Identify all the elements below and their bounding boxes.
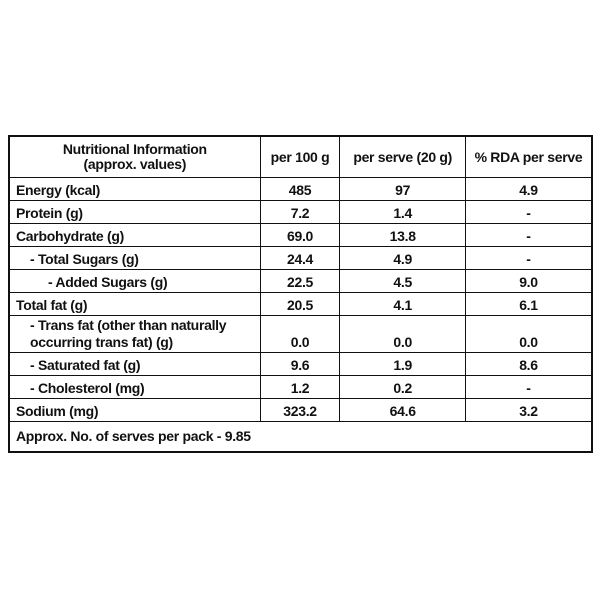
row-label-cell: Carbohydrate (g)	[8, 223, 261, 247]
value-cell: 4.9	[464, 177, 593, 201]
row-label: - Total Sugars (g)	[30, 251, 139, 267]
footer-note: Approx. No. of serves per pack - 9.85	[8, 421, 593, 453]
table-row: Energy (kcal) 485 97 4.9	[8, 177, 593, 201]
value-cell: 97	[339, 177, 466, 201]
value-cell: 0.2	[339, 375, 466, 399]
value-cell: 0.0	[339, 315, 466, 353]
table-row: Total fat (g) 20.5 4.1 6.1	[8, 292, 593, 316]
row-label-cell: - Total Sugars (g)	[8, 246, 261, 270]
value-cell: 0.0	[259, 315, 341, 353]
value-cell: -	[464, 223, 593, 247]
value-cell: 4.5	[339, 269, 466, 293]
value-cell: 1.9	[339, 352, 466, 376]
value-cell: 6.1	[464, 292, 593, 316]
value-cell: 9.6	[259, 352, 341, 376]
value-cell: 0.0	[464, 315, 593, 353]
value-cell: 7.2	[259, 200, 341, 224]
table-row: - Added Sugars (g) 22.5 4.5 9.0	[8, 269, 593, 293]
header-line: (approx. values)	[83, 156, 187, 172]
value-cell: 4.9	[339, 246, 466, 270]
value-cell: 1.4	[339, 200, 466, 224]
value-cell: 3.2	[464, 398, 593, 422]
value-cell: 1.2	[259, 375, 341, 399]
value-cell: 9.0	[464, 269, 593, 293]
row-label: - Cholesterol (mg)	[30, 380, 145, 396]
row-label: - Saturated fat (g)	[30, 357, 141, 373]
table-row: - Saturated fat (g) 9.6 1.9 8.6	[8, 352, 593, 376]
row-label-cell: Energy (kcal)	[8, 177, 261, 201]
value-cell: 69.0	[259, 223, 341, 247]
value-cell: 22.5	[259, 269, 341, 293]
table-head: Nutritional Information (approx. values)…	[8, 135, 593, 178]
table-row: - Trans fat (other than naturally occurr…	[8, 315, 593, 353]
value-cell: 4.1	[339, 292, 466, 316]
header-cell: % RDA per serve	[464, 135, 593, 178]
value-cell: 323.2	[259, 398, 341, 422]
table-row: - Total Sugars (g) 24.4 4.9-	[8, 246, 593, 270]
value-cell: -	[464, 200, 593, 224]
value-cell: 13.8	[339, 223, 466, 247]
row-label-cell: - Trans fat (other than naturally occurr…	[8, 315, 261, 353]
value-cell: -	[464, 246, 593, 270]
row-label: - Added Sugars (g)	[48, 274, 168, 290]
row-label-cell: - Saturated fat (g)	[8, 352, 261, 376]
table-body: Energy (kcal) 485 97 4.9 Protein (g) 7.2 1.4- C…	[8, 177, 593, 453]
footer-row: Approx. No. of serves per pack - 9.85	[8, 421, 593, 453]
table-row: Carbohydrate (g) 69.0 13.8-	[8, 223, 593, 247]
value-cell: 485	[259, 177, 341, 201]
header-cell: Nutritional Information (approx. values)	[8, 135, 261, 178]
row-label-cell: Sodium (mg)	[8, 398, 261, 422]
row-label: Energy (kcal)	[16, 182, 101, 198]
header-cell: per 100 g	[259, 135, 341, 178]
table-row: - Cholesterol (mg) 1.2 0.2-	[8, 375, 593, 399]
row-label-cell: - Cholesterol (mg)	[8, 375, 261, 399]
header-line: Nutritional Information	[62, 141, 207, 157]
value-cell: 8.6	[464, 352, 593, 376]
header-row: Nutritional Information (approx. values)…	[8, 135, 593, 178]
row-label: Sodium (mg)	[16, 403, 99, 419]
row-label: Total fat (g)	[16, 297, 88, 313]
row-label: Protein (g)	[16, 205, 83, 221]
value-cell: 20.5	[259, 292, 341, 316]
table-row: Sodium (mg) 323.2 64.6 3.2	[8, 398, 593, 422]
row-label: Carbohydrate (g)	[16, 228, 124, 244]
value-cell: 24.4	[259, 246, 341, 270]
value-cell: 64.6	[339, 398, 466, 422]
row-label: - Trans fat (other than naturally occurr…	[30, 317, 227, 350]
row-label-cell: - Added Sugars (g)	[8, 269, 261, 293]
row-label-cell: Total fat (g)	[8, 292, 261, 316]
value-cell: -	[464, 375, 593, 399]
row-label-cell: Protein (g)	[8, 200, 261, 224]
table-row: Protein (g) 7.2 1.4-	[8, 200, 593, 224]
nutrition-table: Nutritional Information (approx. values)…	[8, 135, 593, 453]
header-cell: per serve (20 g)	[339, 135, 466, 178]
